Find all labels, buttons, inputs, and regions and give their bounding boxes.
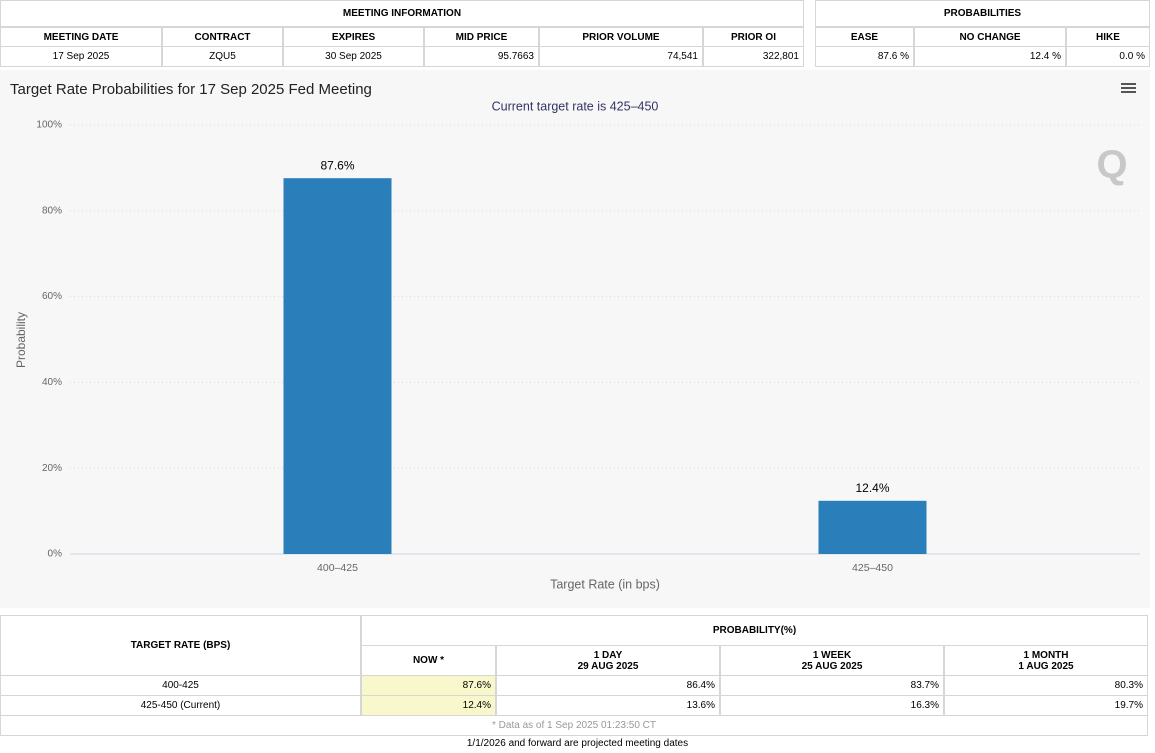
y-tick-label: 60% <box>42 291 62 302</box>
column-header: NOW * <box>361 645 496 676</box>
table-cell: 322,801 <box>703 46 804 67</box>
column-title: 1 WEEK <box>812 649 852 661</box>
y-tick-label: 100% <box>36 120 62 131</box>
x-tick-label: 400–425 <box>317 562 358 574</box>
table-cell: 87.6% <box>361 675 496 696</box>
bar <box>283 178 392 555</box>
table-cell: 12.4 % <box>914 46 1066 67</box>
table-cell: 19.7% <box>944 695 1148 716</box>
column-header: MEETING DATE <box>0 27 162 47</box>
column-header: 1 DAY 29 AUG 2025 <box>496 645 720 676</box>
bar <box>818 500 927 554</box>
table-cell: ZQU5 <box>162 46 283 67</box>
column-header: CONTRACT <box>162 27 283 47</box>
table-cell: 30 Sep 2025 <box>283 46 424 67</box>
logo: Q <box>1096 143 1127 187</box>
table-cell: 86.4% <box>496 675 720 696</box>
table-cell: 13.6% <box>496 695 720 716</box>
chart-title: Target Rate Probabilities for 17 Sep 202… <box>10 81 372 98</box>
column-header: HIKE <box>1066 27 1150 47</box>
y-tick-label: 80% <box>42 205 62 216</box>
column-title: 1 MONTH <box>1023 649 1069 661</box>
row-label: 425-450 (Current) <box>0 695 361 716</box>
table-cell: 87.6 % <box>815 46 914 67</box>
column-header: NO CHANGE <box>914 27 1066 47</box>
column-date: 25 AUG 2025 <box>801 660 863 672</box>
row-label: 400-425 <box>0 675 361 696</box>
table-cell: 80.3% <box>944 675 1148 696</box>
chart-subtitle: Current target rate is 425–450 <box>492 99 659 113</box>
column-header: MID PRICE <box>424 27 539 47</box>
menu-bar <box>1121 91 1136 93</box>
column-header: 1 WEEK 25 AUG 2025 <box>720 645 944 676</box>
menu-bar <box>1121 83 1136 85</box>
data-label: 12.4% <box>855 481 889 495</box>
y-tick-label: 40% <box>42 377 62 388</box>
table-cell: 12.4% <box>361 695 496 716</box>
menu-bar <box>1121 87 1136 89</box>
row-header: TARGET RATE (BPS) <box>0 615 361 676</box>
column-header: EASE <box>815 27 914 47</box>
column-title: NOW * <box>412 655 445 666</box>
chart-background <box>0 70 1150 608</box>
data-label: 87.6% <box>320 158 354 172</box>
x-tick-label: 425–450 <box>852 562 893 574</box>
y-tick-label: 20% <box>42 463 62 474</box>
column-header: PRIOR VOLUME <box>539 27 703 47</box>
table-note: * Data as of 1 Sep 2025 01:23:50 CT <box>0 715 1148 736</box>
y-tick-label: 0% <box>48 549 63 560</box>
column-date: 1 AUG 2025 <box>1018 660 1074 672</box>
table-cell: 0.0 % <box>1066 46 1150 67</box>
table-cell: 16.3% <box>720 695 944 716</box>
table-title: MEETING INFORMATION <box>0 0 804 27</box>
footer-note: 1/1/2026 and forward are projected meeti… <box>466 738 689 749</box>
column-title: 1 DAY <box>593 649 623 661</box>
group-header: PROBABILITY(%) <box>361 615 1148 646</box>
column-header: PRIOR OI <box>703 27 804 47</box>
x-axis-title: Target Rate (in bps) <box>550 577 660 591</box>
column-date: 29 AUG 2025 <box>577 660 639 672</box>
column-header: EXPIRES <box>283 27 424 47</box>
table-cell: 83.7% <box>720 675 944 696</box>
column-header: 1 MONTH 1 AUG 2025 <box>944 645 1148 676</box>
table-title: PROBABILITIES <box>815 0 1150 27</box>
table-cell: 17 Sep 2025 <box>0 46 162 67</box>
menu-button[interactable] <box>1120 82 1137 96</box>
chart-panel: Target Rate Probabilities for 17 Sep 202… <box>0 70 1150 608</box>
table-cell: 74,541 <box>539 46 703 67</box>
table-cell: 95.7663 <box>424 46 539 67</box>
y-axis-title: Probability <box>14 312 28 368</box>
